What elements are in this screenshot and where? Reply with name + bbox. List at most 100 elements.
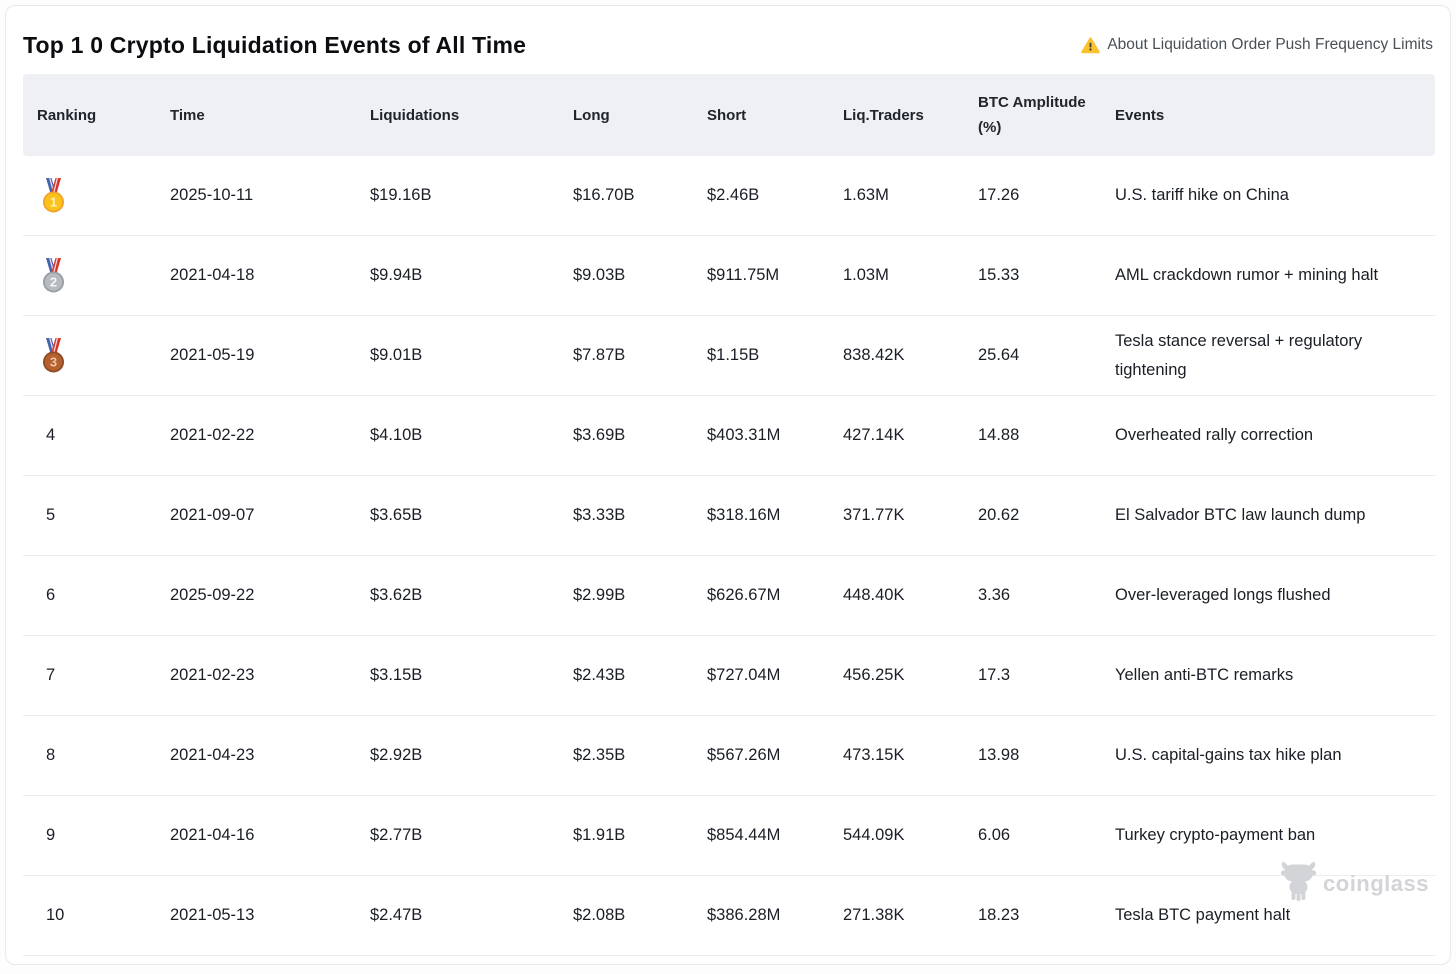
table-row: 4 2021-02-22 $4.10B $3.69B $403.31M 427.14K 14… [23, 396, 1435, 476]
rank-number: 10 [46, 906, 65, 924]
cell-long: $3.33B [573, 506, 626, 524]
rank-number: 5 [46, 506, 56, 524]
cell-ranking: 8 [23, 741, 156, 770]
cell-ranking: 9 [23, 821, 156, 850]
svg-text:3: 3 [50, 355, 57, 370]
cell-liquidations: $19.16B [370, 186, 432, 204]
column-header-short: Short [707, 106, 747, 124]
cell-ranking: 2 [23, 258, 156, 293]
rank-number: 8 [46, 746, 56, 764]
notice-label: About Liquidation Order Push Frequency L… [1107, 36, 1433, 53]
cell-short: $626.67M [707, 586, 781, 604]
cell-btc_amplitude: 6.06 [978, 826, 1011, 844]
cell-long: $9.03B [573, 266, 626, 284]
cell-short: $567.26M [707, 746, 781, 764]
cell-events: AML crackdown rumor + mining halt [1115, 266, 1379, 284]
column-header-long: Long [573, 106, 610, 124]
cell-events: El Salvador BTC law launch dump [1115, 506, 1366, 524]
cell-time: 2021-04-23 [170, 746, 255, 764]
cell-long: $2.35B [573, 746, 626, 764]
cell-btc_amplitude: 14.88 [978, 426, 1020, 444]
cell-time: 2025-09-22 [170, 586, 255, 604]
cell-ranking: 3 [23, 338, 156, 373]
cell-long: $16.70B [573, 186, 635, 204]
table-row: 8 2021-04-23 $2.92B $2.35B $567.26M 473.15K 13… [23, 716, 1435, 796]
svg-text:2: 2 [50, 275, 57, 290]
column-header-liq_traders: Liq.Traders [843, 106, 924, 124]
table-header-row: Ranking Time Liquidations Long Short Liq.Trad… [23, 74, 1435, 156]
cell-long: $7.87B [573, 346, 626, 364]
cell-ranking: 1 [23, 178, 156, 213]
cell-short: $403.31M [707, 426, 781, 444]
bronze-medal-icon: 3 [42, 338, 65, 373]
cell-liquidations: $2.92B [370, 746, 423, 764]
liquidation-frequency-notice-link[interactable]: About Liquidation Order Push Frequency L… [1081, 36, 1433, 54]
cell-btc_amplitude: 17.26 [978, 186, 1020, 204]
table-row: 10 2021-05-13 $2.47B $2.08B $386.28M 271.38K 1… [23, 876, 1435, 956]
cell-events: Tesla stance reversal + regulatory tight… [1115, 331, 1363, 379]
cell-liquidations: $2.77B [370, 826, 423, 844]
warning-icon [1081, 36, 1101, 54]
cell-btc_amplitude: 25.64 [978, 346, 1020, 364]
cell-long: $1.91B [573, 826, 626, 844]
table-row: 9 2021-04-16 $2.77B $1.91B $854.44M 544.09K 6.… [23, 796, 1435, 876]
table-body: 1 2025-10-11 $19.16B $16.70B $2.46B 1.63M 17.2… [23, 156, 1435, 956]
rank-number: 4 [46, 426, 56, 444]
silver-medal-icon: 2 [42, 258, 65, 293]
cell-btc_amplitude: 20.62 [978, 506, 1020, 524]
column-header-ranking: Ranking [37, 106, 97, 124]
rank-number: 9 [46, 826, 56, 844]
cell-time: 2021-04-16 [170, 826, 255, 844]
rank-number: 6 [46, 586, 56, 604]
cell-events: Turkey crypto-payment ban [1115, 826, 1316, 844]
table-row: 5 2021-09-07 $3.65B $3.33B $318.16M 371.77K 20… [23, 476, 1435, 556]
cell-liq_traders: 473.15K [843, 746, 905, 764]
cell-liq_traders: 1.03M [843, 266, 889, 284]
cell-long: $2.08B [573, 906, 626, 924]
liquidation-events-card: Top 1 0 Crypto Liquidation Events of All… [5, 5, 1451, 965]
cell-liquidations: $3.65B [370, 506, 423, 524]
cell-liq_traders: 448.40K [843, 586, 905, 604]
cell-long: $2.43B [573, 666, 626, 684]
cell-liq_traders: 838.42K [843, 346, 905, 364]
cell-btc_amplitude: 17.3 [978, 666, 1011, 684]
cell-ranking: 5 [23, 501, 156, 530]
liquidation-table: Ranking Time Liquidations Long Short Liq.Trad… [23, 74, 1435, 956]
column-header-time: Time [170, 106, 205, 124]
cell-liquidations: $3.62B [370, 586, 423, 604]
cell-ranking: 4 [23, 421, 156, 450]
gold-medal-icon: 1 [42, 178, 65, 213]
cell-btc_amplitude: 13.98 [978, 746, 1020, 764]
cell-events: U.S. tariff hike on China [1115, 186, 1289, 204]
cell-events: Overheated rally correction [1115, 426, 1314, 444]
cell-long: $3.69B [573, 426, 626, 444]
cell-liquidations: $9.94B [370, 266, 423, 284]
cell-liq_traders: 1.63M [843, 186, 889, 204]
cell-time: 2021-09-07 [170, 506, 255, 524]
cell-short: $386.28M [707, 906, 781, 924]
rank-number: 7 [46, 666, 56, 684]
cell-btc_amplitude: 3.36 [978, 586, 1011, 604]
cell-time: 2021-05-19 [170, 346, 255, 364]
cell-time: 2025-10-11 [170, 186, 254, 204]
cell-ranking: 6 [23, 581, 156, 610]
cell-liquidations: $4.10B [370, 426, 423, 444]
cell-short: $854.44M [707, 826, 781, 844]
table-row: 1 2025-10-11 $19.16B $16.70B $2.46B 1.63M 17.2… [23, 156, 1435, 236]
card-header: Top 1 0 Crypto Liquidation Events of All… [23, 29, 1433, 61]
cell-liquidations: $9.01B [370, 346, 423, 364]
cell-liq_traders: 271.38K [843, 906, 905, 924]
cell-events: Over-leveraged longs flushed [1115, 586, 1331, 604]
table-row: 6 2025-09-22 $3.62B $2.99B $626.67M 448.40K 3.… [23, 556, 1435, 636]
cell-time: 2021-02-23 [170, 666, 255, 684]
table-row: 3 2021-05-19 $9.01B $7.87B $1.15B 838.42K 25.6… [23, 316, 1435, 396]
table-row: 2 2021-04-18 $9.94B $9.03B $911.75M 1.03M 15.3… [23, 236, 1435, 316]
cell-short: $318.16M [707, 506, 781, 524]
cell-liquidations: $3.15B [370, 666, 423, 684]
cell-events: Yellen anti-BTC remarks [1115, 666, 1294, 684]
cell-liq_traders: 427.14K [843, 426, 905, 444]
column-header-liquidations: Liquidations [370, 106, 460, 124]
cell-short: $911.75M [707, 266, 780, 284]
cell-btc_amplitude: 15.33 [978, 266, 1020, 284]
column-header-btc_amplitude: BTC Amplitude (%) [978, 94, 1086, 136]
